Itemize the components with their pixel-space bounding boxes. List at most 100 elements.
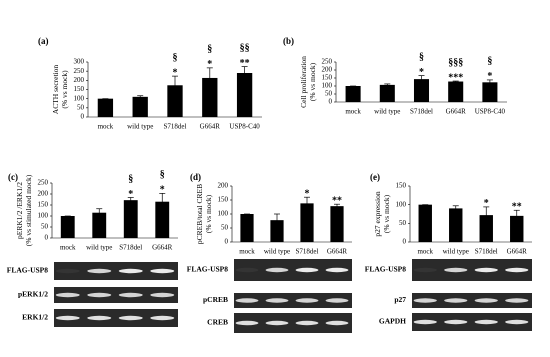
error-bar: [137, 95, 144, 98]
x-tick-label: S718del: [410, 108, 433, 116]
error-bar: [452, 80, 459, 82]
significance-star: *: [419, 67, 424, 78]
y-tick-label: 200: [38, 190, 49, 198]
x-tick-label: mock: [60, 244, 76, 252]
error-bar: [486, 79, 493, 85]
bar: [132, 96, 148, 117]
y-tick-label: 200: [322, 66, 333, 74]
significance-star: *: [160, 185, 165, 196]
x-tick-label: wild type: [86, 244, 112, 252]
y-tick-label: 150: [396, 182, 407, 190]
blot-band: [265, 267, 289, 273]
significance-section: §: [173, 52, 178, 63]
error-bar: [159, 192, 166, 211]
bar: [479, 215, 493, 242]
y-tick-label: 0: [329, 98, 333, 106]
blot-band: [118, 315, 143, 321]
significance-star: ***: [448, 72, 463, 83]
blot-band: [235, 267, 259, 273]
error-bar: [172, 75, 178, 95]
bar: [202, 77, 218, 117]
significance-star: *: [128, 189, 133, 200]
blot-label: ERK1/2: [22, 313, 48, 322]
significance-star: *: [173, 67, 178, 78]
x-tick-label: USP8-C40: [475, 108, 506, 116]
blot-band: [295, 298, 319, 303]
bar: [123, 200, 138, 238]
y-tick-label: 0: [45, 234, 49, 242]
blot-band: [505, 298, 529, 303]
y-tick-label: 150: [322, 74, 333, 82]
blot-label: CREB: [207, 318, 228, 327]
y-tick-label: 50: [325, 90, 333, 98]
x-tick-label: S718del: [164, 123, 187, 131]
blot-label: FLAG-USP8: [187, 265, 229, 274]
y-axis-label: pERK1/2 /ERK1/2(% vs stimulated mock): [15, 174, 33, 246]
y-axis-label: pCREB/total CREB(% vs mock): [195, 184, 213, 244]
blot-background: [412, 313, 532, 331]
error-bar: [127, 197, 134, 203]
bar: [418, 204, 432, 242]
blot-background: [54, 262, 178, 280]
y-tick-label: 300: [74, 58, 85, 66]
bar: [379, 84, 395, 102]
y-tick-label: 50: [41, 223, 49, 231]
significance-star: *: [484, 198, 489, 209]
y-axis-label: ACTH secretion(% vs mock): [51, 65, 69, 115]
x-tick-label: mock: [417, 248, 433, 256]
significance-section: §: [419, 52, 424, 63]
blot-band: [325, 298, 349, 303]
blot-band: [118, 268, 143, 274]
blot-band: [265, 320, 289, 326]
blot-band: [413, 267, 437, 273]
x-tick-label: G664R: [507, 248, 528, 256]
blot-label: p27: [394, 295, 406, 304]
blot-band: [505, 319, 529, 325]
blot-band: [87, 268, 112, 274]
y-tick-label: 250: [322, 58, 333, 66]
y-tick-label: 100: [38, 212, 49, 220]
blot-band: [118, 292, 143, 298]
blot-background: [234, 313, 352, 333]
blot-label: pCREB: [203, 295, 228, 304]
bar: [155, 201, 170, 238]
blot-background: [54, 309, 178, 327]
significance-section: §: [487, 56, 492, 67]
significance-star: *: [207, 59, 212, 70]
bar: [240, 214, 254, 242]
blot-background: [54, 287, 178, 303]
bar: [330, 206, 344, 242]
blot-band: [505, 267, 529, 273]
error-bar: [304, 196, 310, 210]
blot-band: [325, 267, 349, 273]
x-tick-label: S718del: [475, 248, 498, 256]
x-tick-label: mock: [345, 108, 361, 116]
panel-label: (a): [38, 36, 49, 46]
bar: [236, 73, 253, 117]
y-tick-label: 0: [81, 113, 85, 121]
panel-label: (c): [8, 172, 18, 182]
blot-band: [413, 319, 437, 325]
blot-background: [412, 259, 532, 281]
bar: [270, 220, 284, 242]
error-bar: [96, 208, 103, 217]
blot-label: pERK1/2: [18, 290, 48, 299]
significance-section: §: [160, 170, 165, 181]
x-tick-label: S718del: [119, 244, 142, 252]
x-tick-label: G664R: [327, 248, 348, 256]
y-tick-label: 100: [218, 210, 229, 218]
y-tick-label: 0: [403, 238, 407, 246]
significance-section: §§§: [448, 57, 463, 68]
x-tick-label: G664R: [152, 244, 173, 252]
blot-band: [444, 298, 468, 303]
x-tick-label: G664R: [446, 108, 467, 116]
bar: [448, 81, 464, 102]
x-tick-label: mock: [239, 248, 255, 256]
significance-star: **: [332, 195, 342, 206]
x-tick-label: wild type: [443, 248, 469, 256]
x-tick-label: wild type: [264, 248, 290, 256]
panel-label: (b): [283, 36, 294, 46]
panel-label: (e): [370, 172, 380, 182]
blot-band: [150, 315, 175, 321]
y-tick-label: 100: [396, 200, 407, 208]
